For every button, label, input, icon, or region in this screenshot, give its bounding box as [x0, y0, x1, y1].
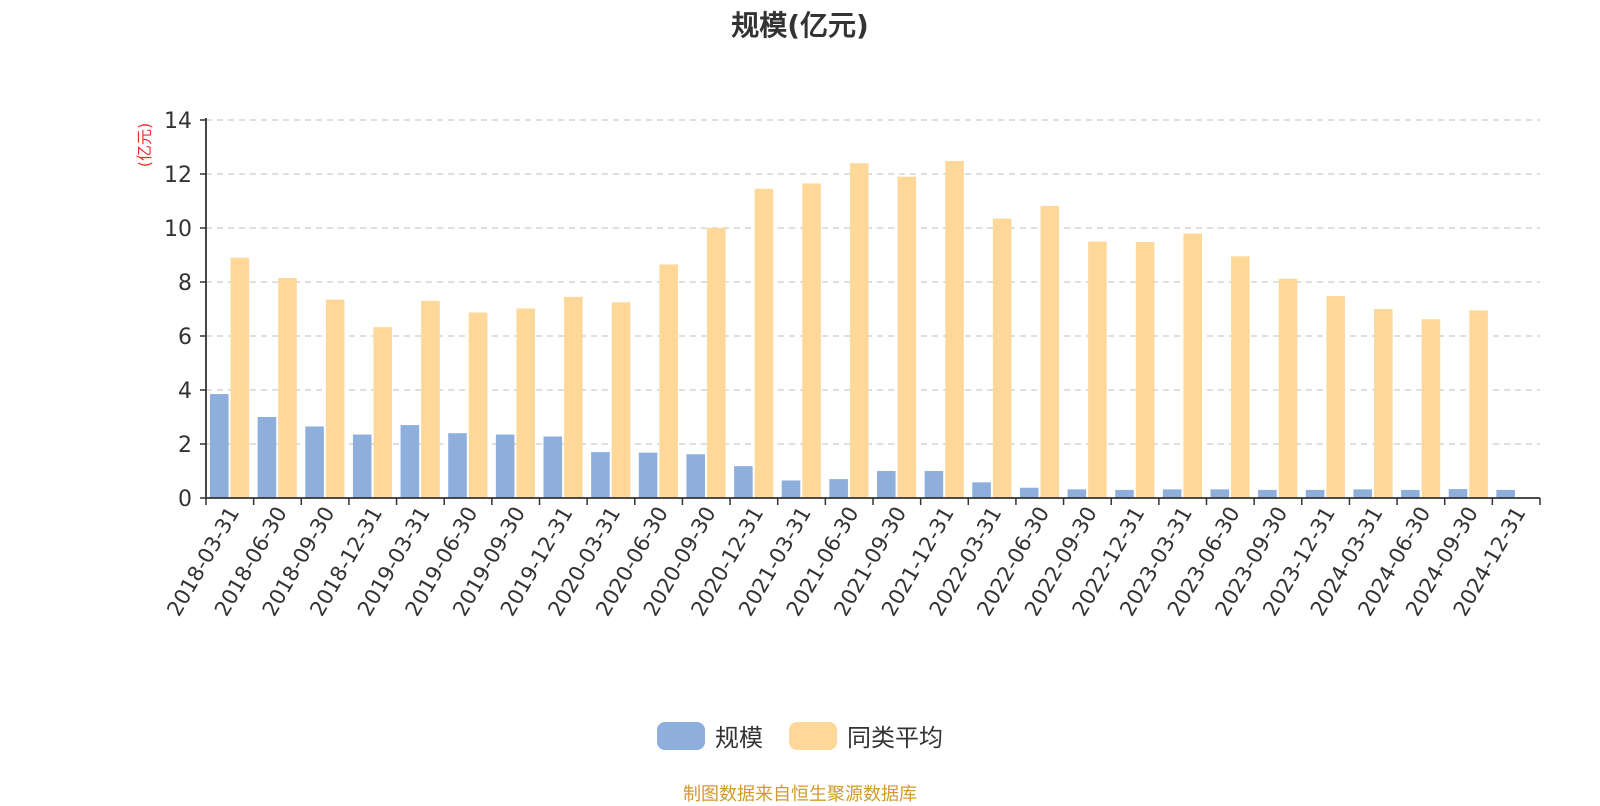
y-tick-label: 0: [178, 487, 192, 512]
bar-scale[interactable]: [1115, 489, 1134, 498]
y-tick-label: 12: [164, 163, 192, 188]
bar-peer-average[interactable]: [1469, 310, 1488, 498]
bar-scale[interactable]: [210, 394, 229, 498]
y-tick-label: 2: [178, 433, 192, 458]
bar-peer-average[interactable]: [1231, 256, 1250, 498]
bar-scale[interactable]: [686, 454, 706, 498]
bar-scale[interactable]: [1353, 489, 1373, 498]
bar-peer-average[interactable]: [611, 302, 631, 498]
bar-peer-average[interactable]: [1135, 242, 1155, 498]
bar-scale[interactable]: [352, 434, 372, 498]
bar-scale[interactable]: [257, 417, 277, 498]
bar-peer-average[interactable]: [1374, 309, 1393, 498]
bar-peer-average[interactable]: [802, 183, 821, 498]
bar-scale[interactable]: [1019, 487, 1039, 498]
y-tick-label: 4: [178, 379, 192, 404]
bar-scale[interactable]: [1258, 489, 1277, 498]
source-note: 制图数据来自恒生聚源数据库: [683, 784, 917, 805]
bar-peer-average[interactable]: [754, 188, 774, 498]
bar-peer-average[interactable]: [230, 257, 250, 498]
bar-peer-average[interactable]: [1088, 241, 1107, 499]
bar-peer-average[interactable]: [421, 300, 440, 498]
legend-item-scale[interactable]: 规模: [657, 718, 763, 753]
bar-scale[interactable]: [638, 452, 658, 498]
bar-scale[interactable]: [1162, 489, 1182, 498]
bar-peer-average[interactable]: [373, 327, 393, 498]
bar-scale[interactable]: [972, 482, 991, 498]
bar-peer-average[interactable]: [278, 277, 297, 498]
bar-peer-average[interactable]: [1183, 233, 1203, 498]
bar-peer-average[interactable]: [659, 264, 678, 498]
legend-label-peer-average: 同类平均: [847, 724, 943, 752]
bar-scale[interactable]: [1496, 489, 1515, 498]
bar-scale[interactable]: [305, 426, 324, 498]
bar-scale[interactable]: [1305, 489, 1325, 498]
legend-item-peer-average[interactable]: 同类平均: [789, 718, 943, 753]
bar-scale[interactable]: [1210, 489, 1230, 498]
bar-scale[interactable]: [734, 466, 753, 498]
bar-scale[interactable]: [1401, 489, 1420, 498]
bar-peer-average[interactable]: [707, 228, 726, 498]
bar-peer-average[interactable]: [516, 308, 536, 498]
chart-title: 规模(亿元): [731, 9, 869, 42]
legend-label-scale: 规模: [715, 724, 763, 752]
bar-peer-average[interactable]: [325, 299, 345, 498]
bars: [210, 161, 1515, 499]
bar-scale[interactable]: [924, 471, 944, 498]
bar-scale[interactable]: [448, 433, 467, 498]
bar-peer-average[interactable]: [945, 161, 964, 499]
bar-peer-average[interactable]: [468, 312, 488, 498]
bar-scale[interactable]: [400, 425, 420, 498]
bar-peer-average[interactable]: [564, 296, 583, 498]
legend: 规模 同类平均: [0, 718, 1600, 753]
bar-peer-average[interactable]: [1326, 296, 1345, 498]
legend-swatch-peer-average: [789, 721, 837, 750]
bar-scale[interactable]: [1448, 489, 1468, 498]
bar-scale[interactable]: [877, 471, 896, 498]
y-tick-label: 8: [178, 271, 192, 296]
legend-swatch-scale: [657, 721, 705, 750]
bar-peer-average[interactable]: [992, 218, 1012, 499]
bar-peer-average[interactable]: [897, 176, 917, 498]
y-tick-label: 6: [178, 325, 192, 350]
bar-peer-average[interactable]: [1040, 205, 1060, 499]
bar-scale[interactable]: [781, 480, 801, 498]
y-tick-label: 10: [164, 217, 192, 242]
bar-scale[interactable]: [495, 434, 515, 498]
bar-scale[interactable]: [1067, 489, 1087, 498]
bar-peer-average[interactable]: [849, 163, 869, 498]
y-tick-label: 14: [164, 109, 192, 134]
bar-scale[interactable]: [543, 436, 563, 498]
y-axis-label: (亿元): [135, 123, 154, 168]
bar-peer-average[interactable]: [1278, 278, 1298, 498]
bar-peer-average[interactable]: [1421, 319, 1441, 498]
bar-scale[interactable]: [829, 479, 848, 498]
bar-scale[interactable]: [591, 452, 610, 498]
